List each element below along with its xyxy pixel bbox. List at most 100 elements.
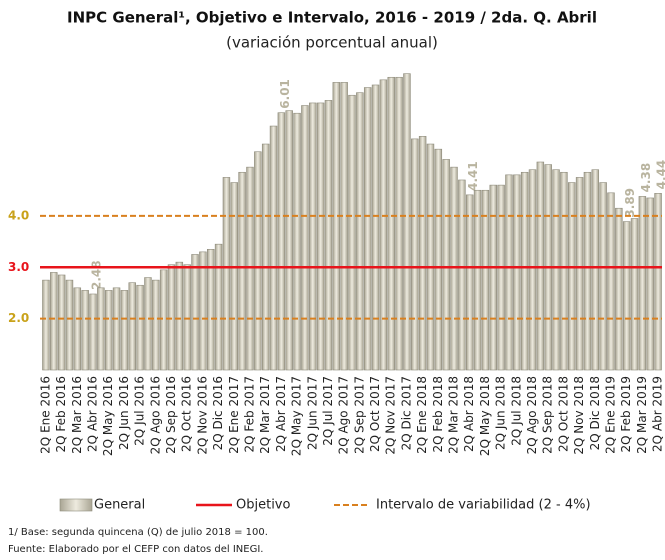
- bar: [450, 166, 458, 371]
- chart-subtitle: (variación porcentual anual): [226, 34, 438, 52]
- bar: [42, 279, 50, 371]
- bar: [348, 94, 356, 371]
- bar: [568, 182, 576, 371]
- bar: [505, 174, 513, 371]
- bar: [199, 251, 207, 371]
- x-tick-label: 2Q Feb 2018: [431, 376, 445, 453]
- bar: [465, 194, 474, 371]
- bar: [183, 264, 191, 371]
- bar: [301, 105, 309, 371]
- bar: [607, 192, 615, 371]
- bar: [473, 189, 482, 371]
- bar: [285, 110, 293, 371]
- x-tick-label: 2Q Jun 2017: [305, 376, 319, 450]
- bar: [599, 182, 607, 371]
- bar: [426, 143, 435, 371]
- data-label: 4.41: [466, 161, 480, 191]
- bar: [646, 197, 654, 371]
- bar: [654, 193, 662, 371]
- bar: [89, 293, 97, 371]
- footnote: 1/ Base: segunda quincena (Q) de julio 2…: [8, 527, 268, 538]
- x-tick-label: 2Q Feb 2017: [242, 376, 256, 453]
- bar: [316, 102, 325, 371]
- bar: [65, 279, 74, 371]
- x-tick-label: 2Q May 2016: [101, 376, 115, 456]
- x-tick-label: 2Q Dic 2016: [211, 376, 225, 450]
- data-label: 4.44: [655, 160, 665, 190]
- x-tick-label: 2Q Ene 2016: [38, 376, 52, 454]
- x-tick-label: 2Q Mar 2019: [635, 376, 649, 454]
- x-tick-label: 2Q Dic 2018: [588, 376, 602, 450]
- bar: [481, 189, 490, 371]
- bar: [73, 287, 82, 371]
- bar: [104, 290, 113, 371]
- x-tick-label: 2Q Abr 2019: [651, 376, 665, 452]
- bar: [309, 102, 317, 371]
- bar: [207, 249, 215, 371]
- bar: [50, 272, 58, 371]
- x-tick-label: 2Q Oct 2018: [556, 376, 570, 452]
- legend-label: Objetivo: [236, 498, 290, 513]
- bar: [246, 166, 254, 371]
- data-label: 6.01: [278, 79, 292, 109]
- x-tick-label: 2Q Abr 2017: [274, 376, 288, 452]
- bar: [136, 284, 144, 371]
- bar: [630, 218, 639, 371]
- x-tick-label: 2Q Oct 2017: [368, 376, 382, 452]
- bar: [324, 100, 333, 371]
- bar: [520, 171, 529, 371]
- bar: [214, 243, 223, 371]
- x-tick-label: 2Q Sep 2016: [164, 376, 178, 454]
- x-tick-label: 2Q Feb 2016: [54, 376, 68, 453]
- interval-label: 4.0: [8, 208, 29, 222]
- x-tick-label: 2Q Nov 2016: [195, 376, 209, 455]
- bar: [152, 279, 160, 371]
- bar: [379, 79, 388, 371]
- bar: [254, 151, 262, 371]
- x-tick-label: 2Q Ene 2017: [227, 376, 241, 454]
- bar: [434, 148, 443, 371]
- bar: [403, 73, 411, 371]
- footnote: Fuente: Elaborado por el CEFP con datos …: [8, 544, 263, 555]
- x-tick-label: 2Q Mar 2016: [70, 376, 84, 454]
- bar: [552, 169, 560, 371]
- x-tick-label: 2Q Mar 2017: [258, 376, 272, 454]
- bar: [560, 171, 568, 371]
- bar: [97, 287, 105, 371]
- x-tick-label: 2Q Ene 2018: [415, 376, 429, 454]
- bar: [497, 184, 505, 371]
- bar: [622, 221, 631, 371]
- data-label: 4.38: [639, 163, 653, 193]
- bar: [536, 161, 545, 371]
- bar: [513, 174, 521, 371]
- bar: [442, 159, 450, 371]
- bar: [575, 177, 584, 371]
- bar: [458, 179, 466, 371]
- bar: [159, 269, 168, 371]
- x-tick-label: 2Q May 2017: [290, 376, 304, 456]
- bar: [411, 138, 419, 371]
- bar: [395, 76, 403, 371]
- x-tick-label: 2Q May 2018: [478, 376, 492, 456]
- x-tick-label: 2Q Abr 2018: [462, 376, 476, 452]
- x-tick-label: 2Q Jul 2018: [509, 376, 523, 446]
- bar: [120, 290, 129, 371]
- bar: [230, 182, 239, 371]
- legend-label: Intervalo de variabilidad (2 - 4%): [376, 498, 591, 513]
- bar: [340, 82, 348, 371]
- bar: [277, 112, 286, 371]
- bar: [363, 87, 372, 371]
- interval-label: 2.0: [8, 311, 29, 325]
- x-tick-label: 2Q Sep 2017: [352, 376, 366, 454]
- bar: [387, 76, 395, 371]
- bar: [293, 112, 301, 371]
- objective-label: 3.0: [8, 260, 29, 274]
- x-tick-label: 2Q Oct 2016: [180, 376, 194, 452]
- bar: [144, 277, 152, 371]
- x-tick-label: 2Q Ene 2019: [603, 376, 617, 454]
- x-tick-label: 2Q Ago 2018: [525, 376, 539, 454]
- chart-title: INPC General¹, Objetivo e Intervalo, 201…: [67, 9, 597, 27]
- x-tick-label: 2Q Abr 2016: [86, 376, 100, 452]
- x-tick-label: 2Q Sep 2018: [541, 376, 555, 454]
